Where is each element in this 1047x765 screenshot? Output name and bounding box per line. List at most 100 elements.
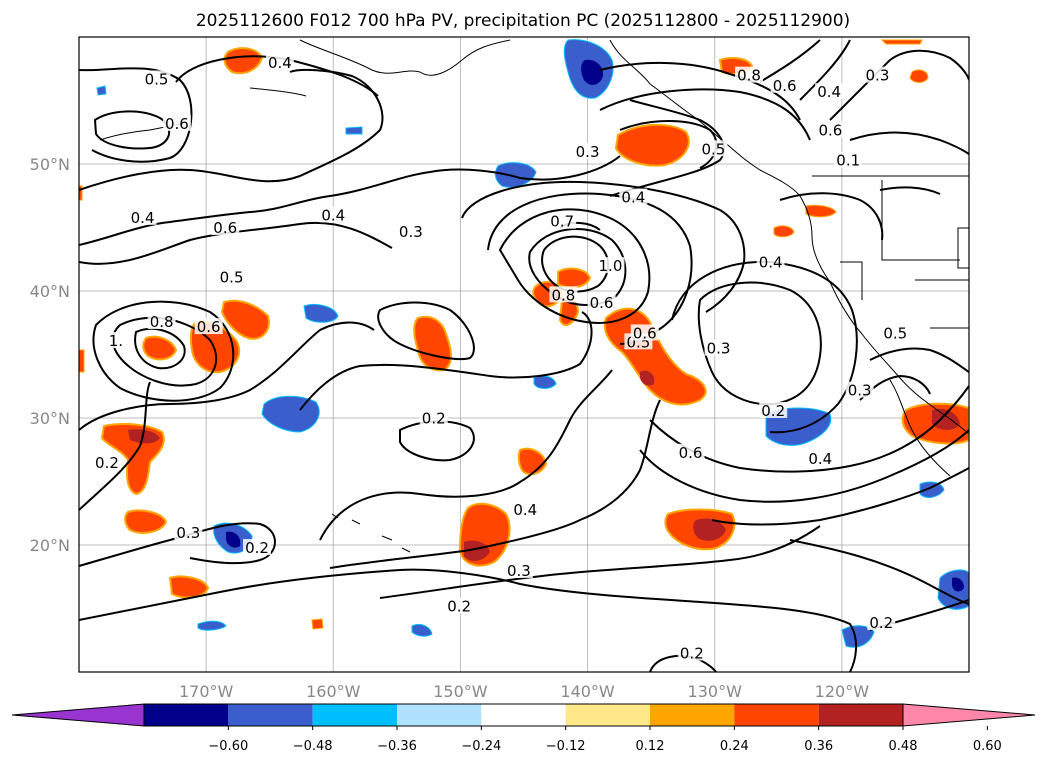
contour-label-bg — [704, 339, 733, 356]
contour-label: 0.4 — [817, 83, 841, 101]
contour-label: 0.3 — [507, 562, 531, 580]
contour-label: 0.4 — [321, 206, 345, 224]
pv-contour — [849, 131, 969, 155]
precip-area — [96, 85, 107, 96]
contour-label-bg — [504, 561, 533, 578]
pv-contour — [869, 347, 969, 373]
pv-contour — [789, 539, 969, 605]
precip-area — [909, 69, 929, 83]
precip-area — [603, 307, 707, 406]
pv-contour — [799, 39, 851, 101]
colorbar-segment — [144, 704, 229, 726]
pv-contour — [79, 221, 393, 265]
pv-contour — [461, 180, 746, 313]
colorbar-tick-label: −0.36 — [377, 739, 417, 754]
contour-label: 0.6 — [818, 121, 842, 139]
colorbar-segment — [481, 704, 566, 726]
precip-area — [614, 123, 690, 167]
contour-label: 0.6 — [197, 318, 221, 336]
pv-contour — [879, 186, 941, 195]
gridlines — [79, 37, 969, 672]
contour-label-bg — [630, 324, 659, 341]
contour-label: 0.6 — [633, 324, 657, 342]
contour-label: 0.6 — [165, 115, 189, 133]
map-title: 2025112600 F012 700 hPa PV, precipitatio… — [196, 11, 850, 31]
contour-label-bg — [549, 286, 578, 303]
precip-area — [557, 267, 592, 289]
pv-contour — [93, 110, 171, 150]
pv-contour — [599, 88, 811, 141]
contour-label-bg — [845, 381, 874, 398]
contour-label-bg — [511, 500, 540, 517]
pv-contour — [112, 316, 218, 387]
map-content — [79, 37, 969, 672]
pv-contours — [79, 39, 969, 672]
contour-label-bg — [147, 313, 176, 330]
precip-area — [919, 481, 945, 498]
colorbar-segment — [228, 704, 313, 726]
colorbar-segment — [565, 704, 650, 726]
pv-contour — [541, 235, 609, 293]
precip-area — [805, 204, 837, 218]
precip-area — [581, 59, 604, 85]
contour-label-bg — [319, 206, 348, 223]
colorbar: −0.60 −0.48 −0.36 −0.24 −0.12 0.12 0.24 0.36 0.4… — [11, 703, 1036, 754]
precip-area — [226, 531, 241, 548]
precip-area — [841, 625, 875, 648]
contour-label: 0.3 — [848, 382, 872, 400]
pv-contour — [498, 208, 651, 324]
precip-area — [303, 303, 339, 323]
contour-label-bg — [815, 83, 844, 100]
contour-label: 0.2 — [447, 598, 471, 616]
pv-contour — [779, 192, 884, 241]
pv-contour — [711, 467, 969, 526]
contour-label: 0.8 — [737, 67, 761, 85]
colorbar-segment — [734, 704, 819, 726]
pv-contour — [639, 429, 969, 503]
pv-contour — [759, 39, 821, 83]
precip-area — [197, 620, 227, 631]
precip-area — [937, 569, 969, 610]
contour-label: 0.3 — [707, 340, 731, 358]
pv-contour — [299, 311, 593, 411]
contour-label-bg — [174, 523, 203, 540]
pv-contour — [671, 260, 858, 434]
contour-label: 0.8 — [551, 286, 575, 304]
contour-label-bg — [162, 114, 191, 131]
contour-label-bg — [419, 409, 448, 426]
precip-area — [223, 47, 264, 75]
pv-contour — [79, 381, 151, 511]
precip-area — [311, 618, 324, 630]
pv-contour — [79, 522, 276, 567]
coastlines — [99, 39, 969, 553]
colorbar-tick-label: 0.12 — [636, 739, 665, 754]
contour-label: 0.2 — [680, 644, 704, 662]
colorbar-tick-label: −0.48 — [293, 739, 333, 754]
colorbar-frame — [143, 703, 904, 727]
contour-label: 0.5 — [702, 140, 726, 158]
lon-tick-label: 170°W — [179, 682, 234, 701]
contour-label-bg — [243, 539, 271, 556]
precip-area — [124, 509, 168, 534]
colorbar-tick-label: 0.60 — [973, 739, 1002, 754]
contour-label: 0.2 — [95, 454, 119, 472]
colorbar-segment — [397, 704, 482, 726]
contour-label: 0.6 — [679, 444, 703, 462]
contour-label: 0.2 — [422, 410, 446, 428]
lat-tick-label: 20°N — [30, 536, 70, 555]
contour-label-bg — [756, 253, 785, 270]
pv-contour — [79, 155, 621, 246]
colorbar-segment — [312, 704, 397, 726]
pv-contour — [829, 49, 969, 121]
contour-label-bg — [863, 66, 892, 83]
pv-contour — [319, 369, 613, 541]
contour-label: 0.3 — [576, 143, 600, 161]
contour-label-bg — [101, 332, 130, 349]
pv-contour — [487, 192, 693, 345]
pv-contour — [79, 321, 375, 431]
pv-contour — [697, 281, 822, 406]
contour-label-bg — [759, 401, 788, 418]
contour-label-bg — [834, 151, 863, 168]
contour-label: 0.5 — [883, 324, 907, 342]
